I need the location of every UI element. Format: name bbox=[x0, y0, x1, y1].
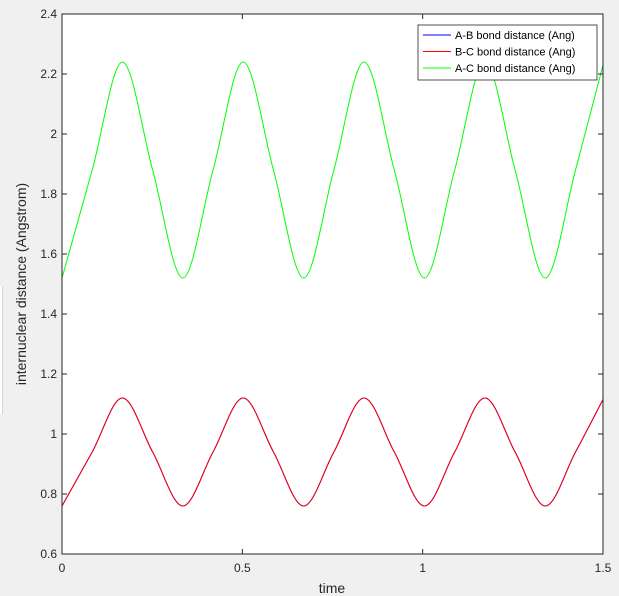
axes bbox=[61, 13, 604, 555]
y-tick-label: 1.8 bbox=[40, 187, 57, 201]
x-axis-label: time bbox=[319, 580, 346, 596]
series-layer bbox=[61, 61, 604, 507]
x-ticks: 0 0.5 1 1.5 bbox=[59, 14, 612, 575]
series-line-2 bbox=[61, 61, 604, 279]
plot-area bbox=[62, 14, 603, 554]
y-tick-label: 2.2 bbox=[40, 67, 57, 81]
x-tick-label: 1 bbox=[419, 561, 426, 575]
axes-box bbox=[61, 13, 604, 555]
y-tick-label: 0.8 bbox=[40, 487, 57, 501]
y-tick-label: 2.4 bbox=[40, 7, 57, 21]
y-axis-label: internuclear distance (Angstrom) bbox=[13, 183, 29, 385]
legend-entry-2: A-C bond distance (Ang) bbox=[455, 63, 575, 75]
side-panel-edge bbox=[0, 286, 3, 414]
legend-entry-0: A-B bond distance (Ang) bbox=[455, 30, 575, 42]
y-tick-label: 2 bbox=[50, 127, 57, 141]
y-tick-label: 0.6 bbox=[40, 547, 57, 561]
series-line-1 bbox=[61, 397, 604, 507]
legend: A-B bond distance (Ang) B-C bond distance… bbox=[417, 24, 598, 81]
legend-box bbox=[417, 24, 598, 81]
x-tick-label: 0.5 bbox=[234, 561, 251, 575]
y-ticks: 0.6 0.8 1 1.2 1.4 1.6 1.8 2 2.2 2.4 bbox=[40, 7, 603, 561]
y-tick-label: 1.6 bbox=[40, 247, 57, 261]
y-tick-label: 1 bbox=[50, 427, 57, 441]
y-tick-label: 1.2 bbox=[40, 367, 57, 381]
legend-entry-1: B-C bond distance (Ang) bbox=[455, 47, 575, 59]
x-tick-label: 1.5 bbox=[595, 561, 612, 575]
y-tick-label: 1.4 bbox=[40, 307, 57, 321]
x-tick-label: 0 bbox=[59, 561, 66, 575]
